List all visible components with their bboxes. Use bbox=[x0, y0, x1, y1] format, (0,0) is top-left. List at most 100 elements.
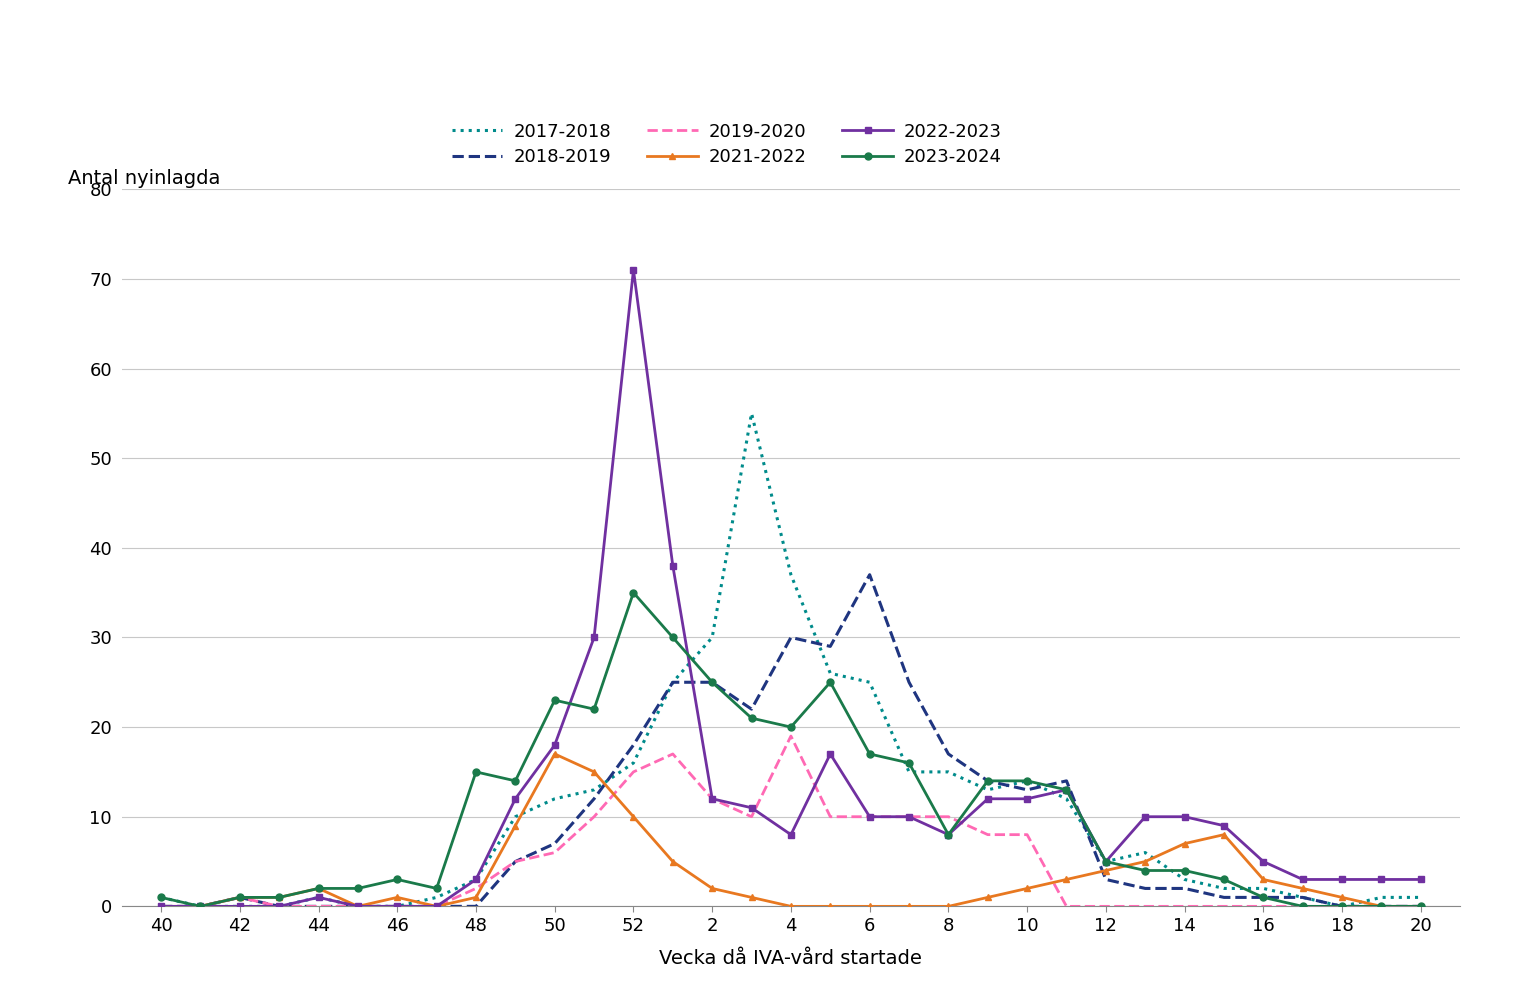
2023-2024 bbox=[388, 873, 406, 885]
Legend: 2017-2018, 2018-2019, 2019-2020, 2021-2022, 2022-2023, 2023-2024: 2017-2018, 2018-2019, 2019-2020, 2021-20… bbox=[452, 123, 1002, 166]
2019-2020 bbox=[821, 811, 840, 823]
2022-2023 bbox=[586, 631, 604, 643]
2019-2020 bbox=[978, 829, 996, 841]
2023-2024 bbox=[978, 775, 996, 787]
2019-2020 bbox=[586, 811, 604, 823]
2019-2020 bbox=[271, 900, 289, 912]
2017-2018 bbox=[1057, 793, 1075, 805]
2019-2020 bbox=[1018, 829, 1036, 841]
2022-2023 bbox=[1018, 793, 1036, 805]
2018-2019 bbox=[703, 676, 721, 688]
2018-2019 bbox=[861, 569, 879, 581]
2023-2024 bbox=[309, 882, 327, 894]
2017-2018 bbox=[1255, 882, 1273, 894]
2019-2020 bbox=[1215, 900, 1234, 912]
2018-2019 bbox=[978, 775, 996, 787]
2023-2024 bbox=[1136, 865, 1154, 876]
2019-2020 bbox=[782, 730, 800, 742]
2021-2022 bbox=[1176, 838, 1194, 850]
2022-2023 bbox=[624, 264, 642, 276]
2019-2020 bbox=[1332, 900, 1351, 912]
2022-2023 bbox=[1255, 856, 1273, 868]
2021-2022 bbox=[506, 820, 525, 832]
2023-2024 bbox=[624, 587, 642, 599]
2019-2020 bbox=[467, 882, 485, 894]
2022-2023 bbox=[1176, 811, 1194, 823]
2017-2018 bbox=[309, 891, 327, 903]
2022-2023 bbox=[703, 793, 721, 805]
2022-2023 bbox=[1097, 856, 1115, 868]
2021-2022 bbox=[1215, 829, 1234, 841]
2017-2018 bbox=[703, 631, 721, 643]
2019-2020 bbox=[861, 811, 879, 823]
2023-2024 bbox=[703, 676, 721, 688]
2017-2018 bbox=[546, 793, 564, 805]
2019-2020 bbox=[348, 900, 367, 912]
2023-2024 bbox=[782, 721, 800, 733]
2018-2019 bbox=[1018, 784, 1036, 796]
2017-2018 bbox=[388, 900, 406, 912]
2017-2018 bbox=[821, 667, 840, 679]
2022-2023 bbox=[663, 560, 681, 572]
2019-2020 bbox=[546, 847, 564, 859]
2022-2023 bbox=[1411, 873, 1430, 885]
2022-2023 bbox=[467, 873, 485, 885]
2021-2022 bbox=[348, 900, 367, 912]
2017-2018 bbox=[427, 891, 446, 903]
2017-2018 bbox=[978, 784, 996, 796]
2022-2023 bbox=[1215, 820, 1234, 832]
Line: 2019-2020: 2019-2020 bbox=[161, 736, 1421, 906]
2018-2019 bbox=[1136, 882, 1154, 894]
2017-2018 bbox=[586, 784, 604, 796]
2018-2019 bbox=[388, 900, 406, 912]
2018-2019 bbox=[624, 739, 642, 751]
2022-2023 bbox=[821, 748, 840, 760]
2022-2023 bbox=[388, 900, 406, 912]
2019-2020 bbox=[506, 856, 525, 868]
2021-2022 bbox=[1332, 891, 1351, 903]
2022-2023 bbox=[427, 900, 446, 912]
2023-2024 bbox=[1176, 865, 1194, 876]
2022-2023 bbox=[940, 829, 958, 841]
2021-2022 bbox=[1411, 900, 1430, 912]
2019-2020 bbox=[388, 900, 406, 912]
2018-2019 bbox=[1097, 873, 1115, 885]
2023-2024 bbox=[821, 676, 840, 688]
2021-2022 bbox=[152, 900, 170, 912]
2017-2018 bbox=[348, 900, 367, 912]
2021-2022 bbox=[624, 811, 642, 823]
2023-2024 bbox=[427, 882, 446, 894]
2021-2022 bbox=[309, 882, 327, 894]
2021-2022 bbox=[1018, 882, 1036, 894]
2022-2023 bbox=[309, 891, 327, 903]
2021-2022 bbox=[1097, 865, 1115, 876]
2018-2019 bbox=[348, 900, 367, 912]
2017-2018 bbox=[506, 811, 525, 823]
2022-2023 bbox=[546, 739, 564, 751]
2021-2022 bbox=[388, 891, 406, 903]
2023-2024 bbox=[1057, 784, 1075, 796]
2017-2018 bbox=[467, 873, 485, 885]
2023-2024 bbox=[1332, 900, 1351, 912]
2017-2018 bbox=[1411, 891, 1430, 903]
2023-2024 bbox=[192, 900, 210, 912]
2019-2020 bbox=[309, 900, 327, 912]
2019-2020 bbox=[1255, 900, 1273, 912]
2021-2022 bbox=[663, 856, 681, 868]
2021-2022 bbox=[231, 891, 249, 903]
2021-2022 bbox=[546, 748, 564, 760]
2019-2020 bbox=[1372, 900, 1390, 912]
2017-2018 bbox=[1372, 891, 1390, 903]
2021-2022 bbox=[900, 900, 919, 912]
2022-2023 bbox=[1372, 873, 1390, 885]
2021-2022 bbox=[940, 900, 958, 912]
2018-2019 bbox=[309, 900, 327, 912]
2019-2020 bbox=[940, 811, 958, 823]
2023-2024 bbox=[152, 891, 170, 903]
Text: Antal nyinlagda: Antal nyinlagda bbox=[68, 169, 221, 188]
2023-2024 bbox=[231, 891, 249, 903]
2021-2022 bbox=[703, 882, 721, 894]
2018-2019 bbox=[506, 856, 525, 868]
2018-2019 bbox=[231, 891, 249, 903]
2019-2020 bbox=[1293, 900, 1311, 912]
